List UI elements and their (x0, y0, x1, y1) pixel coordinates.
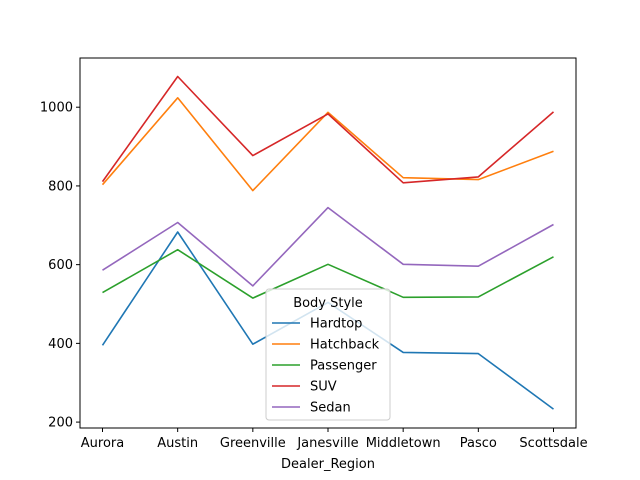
legend-label-passenger: Passenger (310, 359, 377, 374)
x-axis: Aurora Austin Greenville Janesville Middleto… (81, 428, 588, 451)
series-line-sedan (102, 206, 554, 287)
x-tick-label: Janesville (296, 436, 358, 451)
x-tick-label: Pasco (460, 436, 497, 451)
x-tick-label: Scottsdale (519, 436, 587, 451)
series-line-suv (101, 75, 555, 184)
x-tick-label: Greenville (220, 436, 286, 451)
legend-label-hardtop: Hardtop (310, 317, 362, 332)
y-tick-label: 200 (48, 416, 73, 431)
x-axis-title: Dealer_Region (281, 457, 375, 472)
y-axis: 200 400 600 800 1000 (40, 101, 80, 431)
y-tick-label: 600 (48, 258, 73, 273)
y-tick-label: 400 (48, 337, 73, 352)
legend-label-suv: SUV (310, 380, 337, 395)
legend: Body Style Hardtop Hatchback Passenger SUV Se… (265, 288, 391, 421)
x-tick-label: Middletown (366, 436, 441, 451)
x-tick-label: Aurora (81, 436, 124, 451)
legend-title: Body Style (293, 296, 363, 311)
series-lines (101, 75, 555, 410)
y-tick-label: 800 (48, 179, 73, 194)
series-line-hatchback (101, 97, 554, 192)
legend-label-hatchback: Hatchback (310, 338, 380, 353)
legend-box (265, 288, 391, 421)
x-tick-label: Austin (157, 436, 198, 451)
series-line-passenger (102, 248, 554, 299)
legend-label-sedan: Sedan (310, 401, 351, 416)
y-tick-label: 1000 (40, 101, 73, 116)
